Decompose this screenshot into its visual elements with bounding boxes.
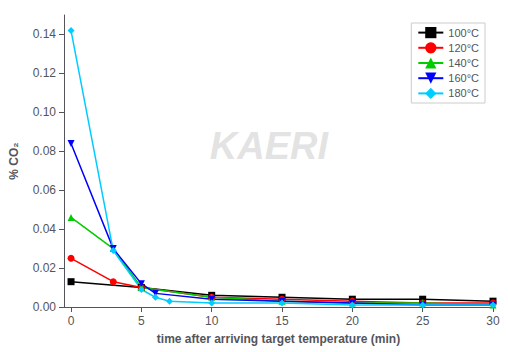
svg-text:0.12: 0.12	[33, 66, 57, 80]
svg-text:160°C: 160°C	[448, 72, 479, 84]
svg-text:10: 10	[205, 314, 219, 328]
svg-text:5: 5	[138, 314, 145, 328]
svg-text:KAERI: KAERI	[210, 125, 330, 167]
svg-text:20: 20	[346, 314, 360, 328]
svg-text:0.04: 0.04	[33, 222, 57, 236]
svg-text:0: 0	[68, 314, 75, 328]
svg-text:0.08: 0.08	[33, 144, 57, 158]
svg-text:0.10: 0.10	[33, 105, 57, 119]
svg-text:120°C: 120°C	[448, 42, 479, 54]
svg-text:0.06: 0.06	[33, 183, 57, 197]
svg-text:180°C: 180°C	[448, 87, 479, 99]
svg-text:0.14: 0.14	[33, 27, 57, 41]
svg-text:140°C: 140°C	[448, 57, 479, 69]
svg-text:0.02: 0.02	[33, 261, 57, 275]
svg-text:15: 15	[275, 314, 289, 328]
svg-text:0.00: 0.00	[33, 300, 57, 314]
svg-text:30: 30	[486, 314, 500, 328]
svg-text:100°C: 100°C	[448, 27, 479, 39]
svg-text:25: 25	[416, 314, 430, 328]
svg-text:time after arriving target tem: time after arriving target temperature (…	[157, 332, 400, 346]
svg-text:% CO₂: % CO₂	[7, 142, 21, 179]
